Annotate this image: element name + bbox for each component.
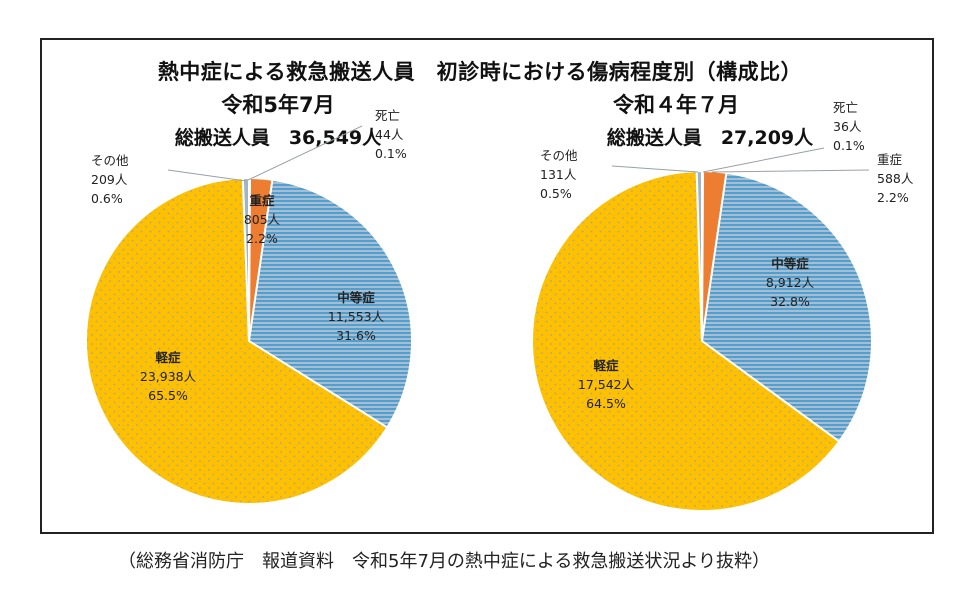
pie-slice-moderate bbox=[700, 171, 873, 443]
leader-line-fatal bbox=[702, 147, 825, 173]
leader-line-severe bbox=[711, 169, 870, 173]
slice-label-percent-fatal: 0.1% bbox=[833, 138, 865, 153]
figure-title: 熱中症による救急搬送人員 初診時における傷病程度別（構成比） bbox=[157, 60, 803, 84]
slice-label-count-moderate: 8,912人 bbox=[766, 275, 815, 290]
slice-label-count-other: 209人 bbox=[91, 172, 128, 187]
slice-label-percent-severe: 2.2% bbox=[877, 190, 909, 205]
slice-label-count-severe: 805人 bbox=[244, 212, 281, 227]
slice-label-name-moderate: 中等症 bbox=[337, 290, 375, 305]
slice-label-name-moderate: 中等症 bbox=[771, 256, 809, 271]
slice-label-count-fatal: 36人 bbox=[833, 119, 862, 134]
slice-label-percent-other: 0.5% bbox=[540, 186, 572, 201]
slice-label-percent-mild: 64.5% bbox=[586, 396, 626, 411]
slice-label-percent-moderate: 32.8% bbox=[770, 294, 810, 309]
leader-line-other bbox=[611, 165, 699, 173]
slice-label-name-severe: 重症 bbox=[249, 193, 275, 208]
slice-label-count-other: 131人 bbox=[540, 167, 577, 182]
pie-slice-mild bbox=[531, 170, 841, 512]
slice-label-count-severe: 588人 bbox=[877, 171, 914, 186]
slice-label-percent-moderate: 31.6% bbox=[336, 328, 376, 343]
chart-subtitle: 総搬送人員 36,549人 bbox=[175, 126, 382, 149]
slice-label-percent-severe: 2.2% bbox=[246, 231, 278, 246]
pie-slice-other bbox=[695, 169, 703, 342]
chart-title: 令和5年7月 bbox=[221, 93, 334, 117]
slice-label-name-mild: 軽症 bbox=[593, 358, 619, 373]
chart-frame bbox=[40, 38, 934, 534]
pie-slice-mild bbox=[85, 177, 389, 505]
leader-line-fatal bbox=[247, 125, 363, 181]
source-note: （総務省消防庁 報道資料 令和5年7月の熱中症による救急搬送状況より抜粋） bbox=[118, 551, 771, 572]
leader-line-other bbox=[167, 169, 247, 182]
chart-subtitle: 総搬送人員 27,209人 bbox=[607, 126, 814, 149]
slice-label-count-mild: 17,542人 bbox=[578, 377, 635, 392]
slice-label-name-other: その他 bbox=[540, 148, 578, 163]
slice-label-name-fatal: 死亡 bbox=[833, 100, 858, 115]
slice-label-percent-mild: 65.5% bbox=[148, 388, 188, 403]
chart-title: 令和４年７月 bbox=[613, 93, 739, 117]
slice-label-name-mild: 軽症 bbox=[155, 350, 181, 365]
slice-label-percent-fatal: 0.1% bbox=[375, 146, 407, 161]
slice-label-count-fatal: 44人 bbox=[375, 127, 404, 142]
slice-label-count-mild: 23,938人 bbox=[140, 369, 197, 384]
slice-label-name-fatal: 死亡 bbox=[375, 108, 400, 123]
slice-label-name-severe: 重症 bbox=[877, 152, 902, 167]
pie-slice-other bbox=[241, 176, 250, 342]
slice-label-name-other: その他 bbox=[91, 153, 129, 168]
slice-label-percent-other: 0.6% bbox=[91, 191, 123, 206]
slice-label-count-moderate: 11,553人 bbox=[328, 309, 385, 324]
